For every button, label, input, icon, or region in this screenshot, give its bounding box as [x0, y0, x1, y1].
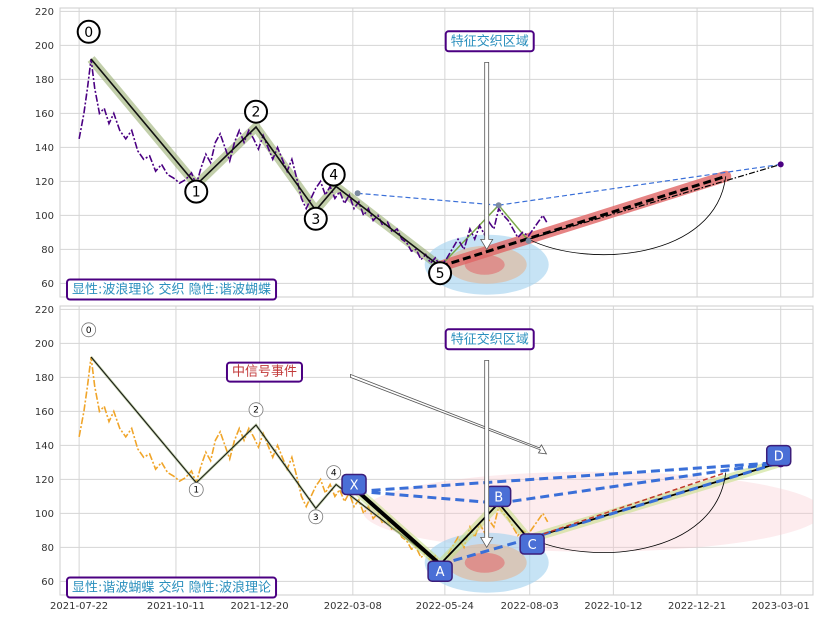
- bottom-large-zone-ellipse: [363, 471, 813, 552]
- top-y-tick-label: 160: [35, 109, 54, 120]
- bottom-wave-label-circle: [248, 402, 264, 418]
- butterfly-label-box: [765, 444, 792, 467]
- x-tick-label: 2021-12-20: [231, 601, 289, 612]
- top-price-line: [78, 58, 549, 268]
- bottom-y-tick-label: 220: [35, 305, 54, 316]
- x-tick-label: 2022-05-24: [416, 601, 474, 612]
- top-wave-label-circle: [321, 162, 346, 187]
- bottom-wave-label-circle: [81, 322, 97, 338]
- x-tick-label: 2022-08-03: [501, 601, 559, 612]
- butterfly-label-box: [341, 473, 367, 496]
- top-wave-label-circle: [184, 179, 209, 204]
- top-butterfly-point: [525, 237, 532, 244]
- bottom-y-tick-label: 120: [35, 475, 54, 486]
- signal-event-arrow: [350, 373, 548, 455]
- bottom-wave-label-circle: [188, 482, 204, 498]
- x-tick-label: 2021-10-11: [147, 601, 205, 612]
- butterfly-label: X: [350, 479, 359, 494]
- bottom-annotation-box-0: [444, 328, 535, 351]
- bottom-annotation-text-0: 特征交织区域: [451, 331, 529, 347]
- bottom-butterfly-dashed-line: [439, 537, 529, 566]
- top-dashdot-line: [528, 163, 781, 240]
- x-tick-label: 2022-12-21: [668, 601, 726, 612]
- top-y-tick-label: 120: [35, 177, 54, 188]
- bottom-wave-label-circle: [308, 509, 324, 525]
- top-butterfly-end-point: [777, 161, 784, 168]
- bottom-wave-label: 2: [253, 406, 259, 416]
- bottom-y-tick-label: 80: [41, 543, 54, 554]
- bottom-butterfly-dashed-line: [498, 460, 781, 505]
- bottom-butterfly-dashed-line: [528, 460, 782, 541]
- top-wave-label: 3: [311, 212, 320, 228]
- x-tick-label: 2023-03-01: [752, 601, 810, 612]
- top-wave-label: 2: [252, 105, 261, 121]
- top-annotation-box-0: [444, 30, 535, 53]
- top-zone-arrow: [479, 62, 494, 251]
- bottom-y-tick-label: 180: [35, 373, 54, 384]
- top-wave-label: 5: [436, 266, 445, 282]
- bottom-zone-arrow: [479, 360, 494, 549]
- top-y-tick-label: 180: [35, 75, 54, 86]
- top-y-tick-label: 200: [35, 41, 54, 52]
- bottom-annotation-text-1: 中信号事件: [232, 365, 297, 380]
- bottom-zone-ellipse-inner: [464, 552, 505, 573]
- top-butterfly-point: [495, 202, 502, 209]
- top-butterfly-point: [354, 190, 361, 197]
- bottom-wave-line: [90, 356, 441, 565]
- top-projection-line: [439, 174, 727, 268]
- bottom-price-line-2: [439, 504, 549, 565]
- top-wave-label-circle: [428, 261, 453, 286]
- bottom-wave-label: 1: [193, 486, 199, 496]
- top-y-tick-label: 220: [35, 7, 54, 18]
- bottom-butterfly-dashed-line: [357, 460, 781, 493]
- top-y-tick-label: 60: [41, 279, 54, 290]
- top-annotation-box-1: [66, 278, 278, 301]
- bottom-wave-label-circle: [326, 465, 342, 481]
- top-wave-label-circle: [76, 19, 101, 44]
- butterfly-label: A: [436, 565, 445, 580]
- bottom-y-tick-label: 140: [35, 441, 54, 452]
- x-tick-label: 2021-07-22: [50, 601, 108, 612]
- top-y-tick-label: 100: [35, 211, 54, 222]
- bottom-wave-label: 4: [331, 469, 337, 479]
- bottom-y-tick-label: 60: [41, 577, 54, 588]
- bottom-annotation-box-1: [225, 361, 303, 383]
- top-chart-panel: 60 80 100 120 140 160 180 200 220 0 1 2 3 4 5 特征交织区域显性:…: [35, 7, 814, 301]
- bottom-projection-line: [528, 471, 726, 540]
- butterfly-label-box: [519, 533, 545, 555]
- x-tick-label: 2022-10-12: [584, 601, 642, 612]
- butterfly-label: B: [494, 490, 503, 505]
- bottom-wave-label: 0: [86, 326, 92, 336]
- x-tick-label: 2022-03-08: [324, 601, 382, 612]
- butterfly-label: D: [774, 450, 784, 465]
- top-wave-line: [90, 58, 441, 268]
- bottom-wave-label: 3: [313, 513, 319, 523]
- top-wave-label-circle: [303, 206, 328, 231]
- bottom-butterfly-dashed-line: [357, 489, 499, 505]
- top-wave-label-circle: [244, 99, 269, 124]
- bottom-arc: [528, 472, 727, 553]
- butterfly-label-box: [427, 560, 453, 582]
- top-annotation-text-0: 特征交织区域: [451, 33, 529, 49]
- bottom-y-tick-label: 100: [35, 509, 54, 520]
- bottom-butterfly-xa-leg: [356, 489, 442, 566]
- butterfly-label: C: [528, 538, 537, 553]
- top-wave-label: 0: [84, 25, 93, 41]
- top-annotation-text-1: 显性:波浪理论 交织 隐性:谐波蝴蝶: [72, 282, 271, 298]
- bottom-y-tick-label: 200: [35, 339, 54, 350]
- top-wave-label: 4: [329, 168, 338, 184]
- top-y-tick-label: 80: [41, 245, 54, 256]
- top-wave-label: 1: [192, 185, 201, 201]
- top-y-tick-label: 140: [35, 143, 54, 154]
- top-arc: [528, 176, 727, 255]
- bottom-annotation-box-2: [66, 576, 278, 599]
- bottom-y-tick-label: 160: [35, 407, 54, 418]
- bottom-annotation-text-2: 显性:谐波蝴蝶 交织 隐性:波浪理论: [72, 580, 271, 596]
